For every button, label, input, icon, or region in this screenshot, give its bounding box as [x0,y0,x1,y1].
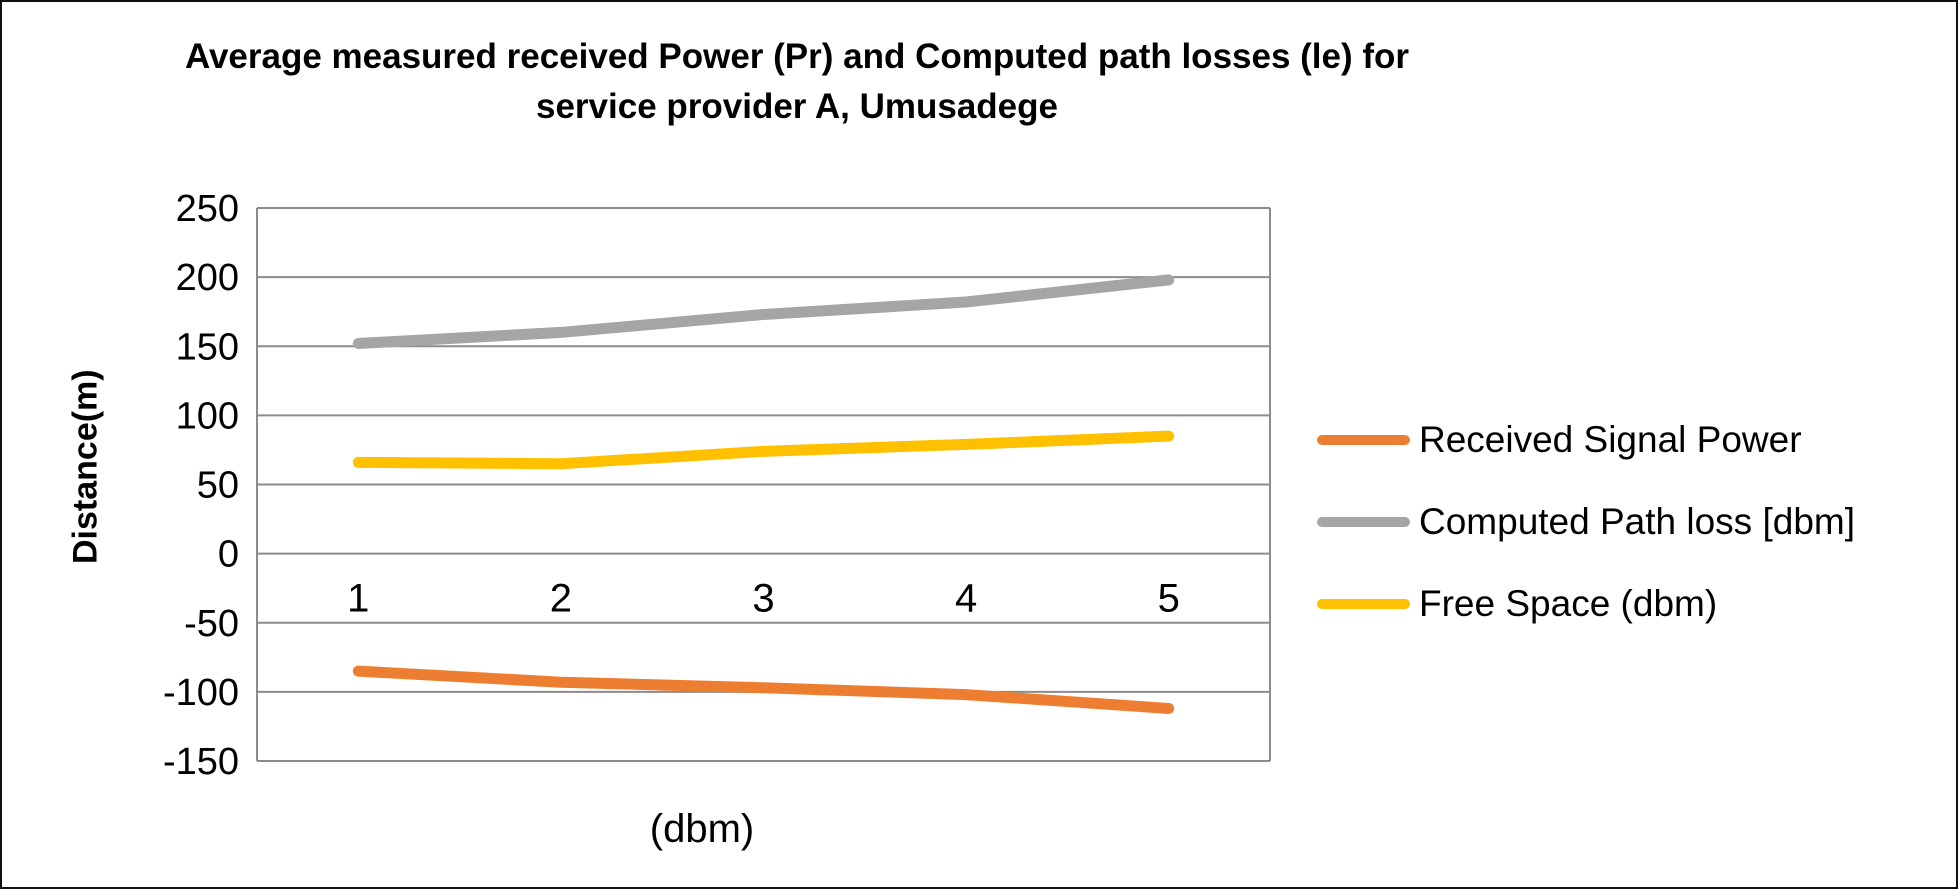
x-category-label: 3 [752,577,774,621]
series-line [352,665,1175,714]
y-tick-label: 50 [197,465,239,507]
legend-label: Received Signal Power [1419,419,1802,460]
x-category-label: 1 [347,577,369,621]
legend-swatch-line [1317,599,1410,609]
y-tick-label: -100 [163,672,239,714]
x-category-label: 2 [550,577,572,621]
legend-item: Computed Path loss [dbm] [1317,481,1937,563]
series-line [352,274,1175,349]
y-tick-label: -150 [163,741,239,783]
y-tick-label: 150 [176,326,239,368]
chart-title-line-1: Average measured received Power (Pr) and… [184,37,1410,76]
y-tick-label: 250 [176,188,239,230]
legend-swatch-line [1317,435,1410,445]
legend-swatch-line [1317,517,1410,527]
y-tick-label: 0 [218,534,239,576]
x-category-label: 5 [1158,577,1180,621]
x-category-label: 4 [955,577,977,621]
legend-item: Received Signal Power [1317,399,1937,481]
chart-title: Average measured received Power (Pr) and… [132,32,1462,132]
y-tick-label: -50 [184,603,239,645]
legend-item: Free Space (dbm) [1317,563,1937,645]
legend: Received Signal Power Computed Path loss … [1317,399,1937,645]
series-line [352,430,1175,470]
legend-label: Free Space (dbm) [1419,583,1718,624]
legend-label: Computed Path loss [dbm] [1419,501,1855,542]
y-tick-label: 200 [176,257,239,299]
chart-title-line-2: service provider A, Umusadege [536,87,1058,126]
y-tick-label: 100 [176,395,239,437]
x-axis-title: (dbm) [649,807,755,851]
